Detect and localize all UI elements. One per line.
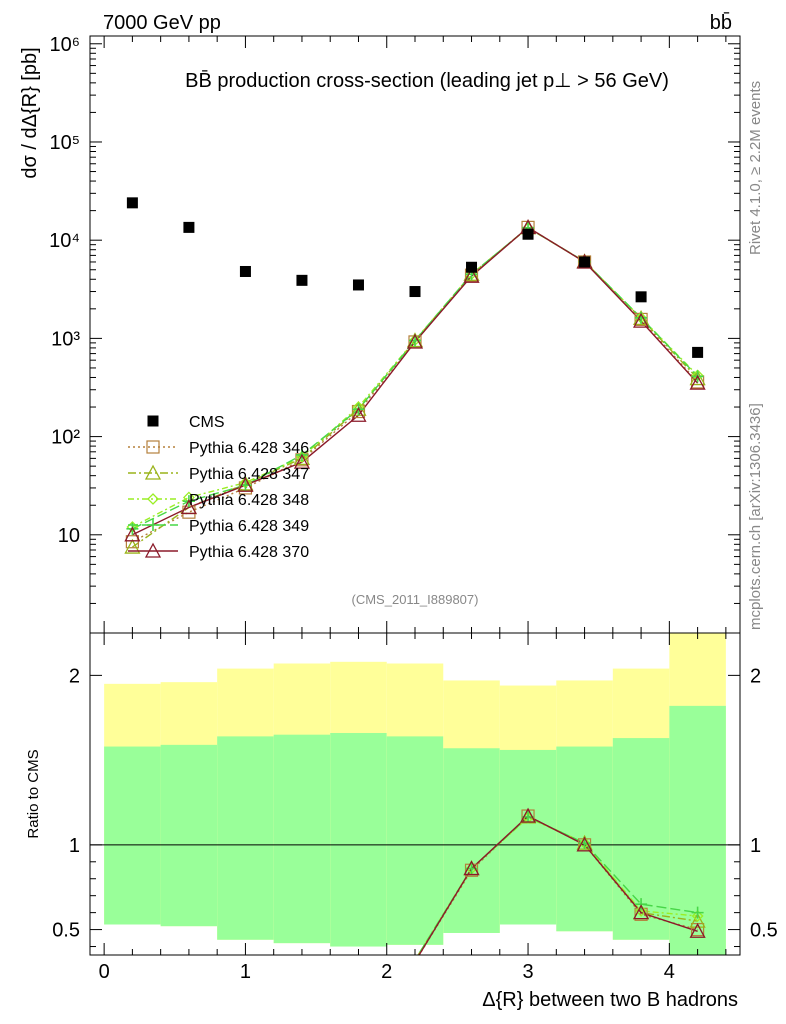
cms-point (409, 286, 421, 298)
ratio-point-3 (635, 905, 648, 917)
top-ytick-label: 10⁵ (49, 132, 80, 154)
ratio-ylabel: Ratio to CMS (25, 749, 42, 838)
cms-point (522, 228, 534, 240)
top-panel: 10 10² 10³ 10⁴ 10⁵ 10⁶ BB̄ production cross-s… (19, 34, 741, 634)
series-point-5 (350, 406, 367, 422)
ratio-point-5 (463, 860, 480, 876)
legend-label: Pythia 6.428 346 (189, 440, 309, 457)
band-inner (217, 736, 274, 940)
mcplots-label: mcplots.cern.ch [arXiv:1306.3436] (747, 403, 764, 630)
series-point-5 (237, 476, 254, 492)
cms-point (352, 279, 364, 291)
series-point-5 (124, 526, 141, 542)
legend-marker (144, 464, 162, 480)
band-inner (104, 746, 161, 925)
ratio-line-5 (418, 815, 698, 955)
legend-label: Pythia 6.428 347 (189, 466, 309, 483)
legend-label: Pythia 6.428 348 (189, 492, 309, 509)
series-line-3 (132, 227, 699, 528)
legend-marker (147, 493, 159, 505)
ratio-ytick-label-right: 2 (750, 665, 761, 687)
top-axes: 10 10² 10³ 10⁴ 10⁵ 10⁶ (49, 34, 740, 634)
cms-point (239, 265, 251, 277)
ratio-point-3 (691, 910, 704, 922)
top-series (124, 197, 706, 554)
legend-label: CMS (189, 414, 225, 431)
ratio-point-4 (691, 906, 704, 919)
series-point-5 (406, 333, 424, 349)
band-inner (273, 734, 331, 944)
series-line-4 (132, 226, 699, 530)
legend-label: Pythia 6.428 370 (189, 544, 309, 561)
rivet-label: Rivet 4.1.0, ≥ 2.2M events (747, 81, 764, 255)
ratio-point-4 (635, 898, 648, 911)
xtick-label: 0 (99, 961, 110, 983)
cms-point (296, 274, 308, 286)
band-inner (499, 749, 557, 925)
series-point-4 (409, 334, 421, 347)
series-point-2 (689, 370, 706, 386)
ratio-ytick-label: 1 (69, 835, 80, 857)
series-point-5 (463, 267, 480, 283)
ratio-frame (89, 632, 741, 956)
band-inner (443, 748, 500, 933)
ratio-axes: 0.5 0.5 1 1 2 2 0 1 2 3 4 (52, 633, 778, 983)
ratio-point-5 (632, 904, 650, 920)
top-ytick-label: 10² (51, 427, 80, 449)
series-point-5 (689, 374, 706, 390)
ratio-series-group (417, 807, 706, 955)
ratio-point-5 (689, 922, 706, 938)
ratio-point-5 (519, 807, 537, 823)
xtick-label: 3 (522, 961, 533, 983)
xlabel: Δ{R} between two B hadrons (482, 989, 738, 1011)
energy-label: 7000 GeV pp (103, 12, 221, 34)
cms-point (466, 261, 478, 273)
ratio-point-5 (576, 836, 593, 852)
ratio-ytick-label-right: 0.5 (750, 920, 778, 942)
top-ylabel: dσ / dΔ{R} [pb] (19, 47, 41, 178)
legend-label: Pythia 6.428 349 (189, 518, 309, 535)
legend-marker (144, 542, 162, 558)
band-inner (160, 744, 218, 927)
cms-point (183, 221, 195, 233)
band-inner (386, 736, 444, 945)
top-ytick-label: 10 (58, 525, 80, 547)
xtick-label: 2 (381, 961, 392, 983)
chart-title: BB̄ production cross-section (leading je… (185, 69, 669, 92)
ratio-ytick-label: 2 (69, 665, 80, 687)
legend: CMS Pythia 6.428 346 Pythia 6.428 347 Pythi… (128, 414, 309, 561)
series-line-5 (132, 226, 699, 536)
band-inner (330, 732, 387, 947)
series-point-5 (180, 499, 198, 515)
process-label: bb̄ (710, 11, 732, 34)
source-label: (CMS_2011_I889807) (352, 592, 479, 607)
ratio-ytick-label: 0.5 (52, 920, 80, 942)
ratio-series (417, 807, 706, 955)
ratio-ytick-label-right: 1 (750, 835, 761, 857)
legend-marker (146, 440, 160, 454)
series-point-2 (124, 538, 141, 554)
legend-marker (147, 519, 159, 531)
xtick-label: 1 (240, 961, 251, 983)
series-point-5 (293, 453, 311, 469)
cms-point (692, 346, 704, 358)
legend-marker (147, 415, 159, 427)
top-ytick-label: 10³ (51, 328, 80, 350)
series-point-1 (125, 535, 139, 549)
xtick-label: 4 (664, 961, 675, 983)
ratio-point-2 (689, 912, 706, 928)
top-ytick-label: 10⁶ (50, 34, 80, 56)
cms-point (635, 291, 647, 303)
top-ytick-label: 10⁴ (49, 230, 80, 252)
cms-point (126, 197, 138, 209)
cms-point (579, 256, 591, 268)
ratio-panel: 0.5 0.5 1 1 2 2 0 1 2 3 4 Ratio to CMS Δ{R} betwee… (25, 632, 778, 1011)
series-point-5 (632, 312, 650, 328)
